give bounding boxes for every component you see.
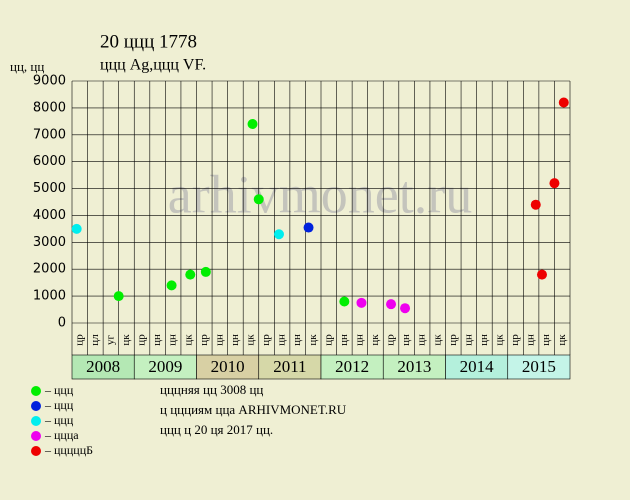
legend-label: – ццца (44, 428, 79, 442)
year-label: 2009 (148, 357, 182, 376)
point (339, 296, 350, 307)
year-cell (320, 354, 384, 380)
year-cell (507, 354, 571, 380)
column-label: цн (151, 334, 163, 346)
column-label: цк (120, 334, 132, 346)
column-label: цк (245, 334, 257, 346)
point (303, 222, 314, 233)
chart-subtitle: ццц Ag,ццц VF. (100, 57, 206, 74)
column-label: цн (276, 334, 288, 346)
point (530, 199, 541, 210)
y-tick-label: 2000 (33, 262, 66, 277)
legend-marker (31, 401, 41, 411)
column-label: цр (447, 334, 459, 346)
note: ццц ц 20 ця 2017 цц. (160, 422, 273, 437)
column-label: цк (556, 334, 568, 346)
year-label: 2015 (522, 357, 556, 376)
y-tick-label: 3000 (33, 235, 66, 250)
legend-marker (31, 446, 41, 456)
year-cell (196, 354, 260, 380)
year-label: 2014 (460, 357, 495, 376)
point (536, 269, 547, 280)
point (558, 97, 569, 108)
column-label: цн (291, 334, 303, 346)
column-label: цн (338, 334, 350, 346)
column-label: цн (353, 334, 365, 346)
y-tick-label: 8000 (33, 100, 66, 115)
column-label: цн (540, 334, 552, 346)
point (386, 299, 397, 310)
legend-marker (31, 386, 41, 396)
year-label: 2012 (335, 357, 369, 376)
note: ц ццциям цца ARHIVMONET.RU (160, 402, 347, 417)
y-axis-label: цц, цц (10, 59, 44, 74)
column-label: цк (494, 334, 506, 346)
point (113, 291, 124, 302)
column-label: цн (416, 334, 428, 346)
column-label: цн (462, 334, 474, 346)
y-tick-label: 5000 (33, 181, 66, 196)
point (71, 223, 82, 234)
year-label: 2010 (211, 357, 245, 376)
column-label: цр (260, 334, 272, 346)
legend-marker (31, 431, 41, 441)
legend-label: – ццц (44, 398, 74, 412)
year-label: 2011 (273, 357, 306, 376)
column-label: цр (385, 334, 397, 346)
year-cell (71, 354, 135, 380)
chart-title: 20 ццц 1778 (100, 31, 197, 52)
y-tick-label: 7000 (33, 127, 66, 142)
point (549, 178, 560, 189)
column-label: цн (525, 334, 537, 346)
column-label: цр (198, 334, 210, 346)
legend-marker (31, 416, 41, 426)
column-label: цн (229, 334, 241, 346)
point (273, 229, 284, 240)
column-label: цн (400, 334, 412, 346)
point (166, 280, 177, 291)
y-tick-label: 6000 (33, 154, 66, 169)
column-label: цк (431, 334, 443, 346)
year-cell (445, 354, 509, 380)
year-cell (258, 354, 322, 380)
legend-label: – ццц (44, 413, 74, 427)
point (185, 269, 196, 280)
legend-label: – цццццБ (44, 443, 93, 457)
column-label: уг (104, 335, 116, 346)
column-label: цр (322, 334, 334, 346)
column-label: цк (369, 334, 381, 346)
y-tick-label: 9000 (33, 74, 66, 89)
point (253, 194, 264, 205)
y-tick-label: 0 (58, 316, 66, 331)
column-label: цн (213, 334, 225, 346)
year-label: 2013 (397, 357, 431, 376)
column-label: цр (136, 334, 148, 346)
point (247, 119, 258, 130)
point (200, 266, 211, 277)
column-label: цн (478, 334, 490, 346)
y-tick-label: 1000 (33, 289, 66, 304)
column-label: цр (509, 334, 521, 346)
point (356, 297, 367, 308)
year-cell (133, 354, 197, 380)
column-label: цл (89, 334, 101, 346)
note: цццняя цц 3008 цц (160, 382, 263, 397)
column-label: цн (167, 334, 179, 346)
column-label: цр (73, 334, 85, 346)
y-tick-label: 4000 (33, 208, 66, 223)
legend-label: – ццц (44, 383, 74, 397)
column-label: цк (182, 334, 194, 346)
point (400, 303, 411, 314)
watermark: arhivmonet.ru (168, 164, 472, 224)
year-label: 2008 (86, 357, 120, 376)
year-cell (382, 354, 446, 380)
column-label: цк (307, 334, 319, 346)
